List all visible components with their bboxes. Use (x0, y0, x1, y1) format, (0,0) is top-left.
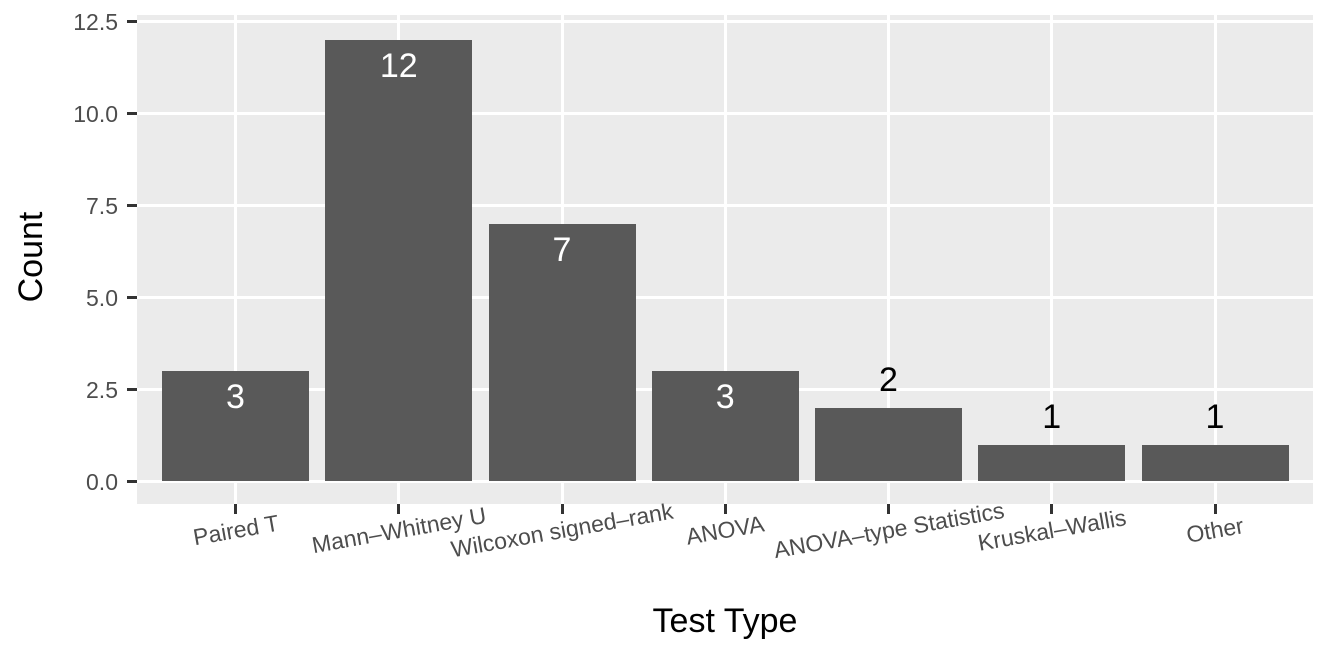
major-gridline-vertical (1050, 15, 1054, 504)
x-axis-tick (1050, 504, 1054, 514)
y-axis-tick (127, 204, 137, 207)
y-axis-tick-label: 0.0 (86, 468, 118, 495)
x-axis-tick (887, 504, 890, 514)
x-axis-tick (723, 504, 727, 514)
major-gridline-vertical (234, 15, 237, 504)
x-axis-tick (560, 504, 564, 514)
bar-value-label: 12 (379, 46, 418, 85)
y-axis-tick (127, 480, 137, 483)
x-axis-tick (234, 504, 237, 514)
bar-wilcoxon-signed-rank (488, 223, 636, 482)
bar-value-label: 7 (552, 230, 572, 269)
x-axis-tick (1213, 504, 1217, 514)
y-axis-tick-label: 10.0 (73, 100, 118, 127)
bar-anova (651, 371, 799, 482)
bar-other (1141, 444, 1289, 482)
plot-panel (137, 15, 1313, 504)
y-axis-tick-label: 12.5 (73, 8, 118, 35)
y-axis-tick-label: 7.5 (86, 192, 118, 219)
y-axis-tick (127, 112, 137, 115)
major-gridline-vertical (887, 15, 890, 504)
x-axis-tick (397, 504, 401, 514)
bar-paired-t (162, 371, 309, 482)
bar-value-label: 3 (715, 378, 735, 417)
major-gridline-vertical (723, 15, 727, 504)
bar-kruskal-wallis (978, 444, 1126, 482)
y-axis-tick (127, 296, 137, 299)
y-axis-title: Count (12, 211, 50, 303)
bar-value-label: 3 (226, 378, 245, 417)
y-axis-tick (127, 388, 137, 391)
bar-anova-type-statistics (815, 407, 962, 482)
bar-value-label: 1 (1205, 397, 1225, 436)
x-axis-title: Test Type (652, 602, 798, 640)
y-axis-tick-label: 2.5 (86, 376, 118, 403)
y-axis-tick (127, 20, 137, 23)
major-gridline-vertical (1213, 15, 1217, 504)
bar-mann-whitney-u (325, 39, 473, 482)
y-axis-tick-label: 5.0 (86, 284, 118, 311)
bar-value-label: 2 (879, 360, 898, 399)
bar-value-label: 1 (1042, 397, 1062, 436)
